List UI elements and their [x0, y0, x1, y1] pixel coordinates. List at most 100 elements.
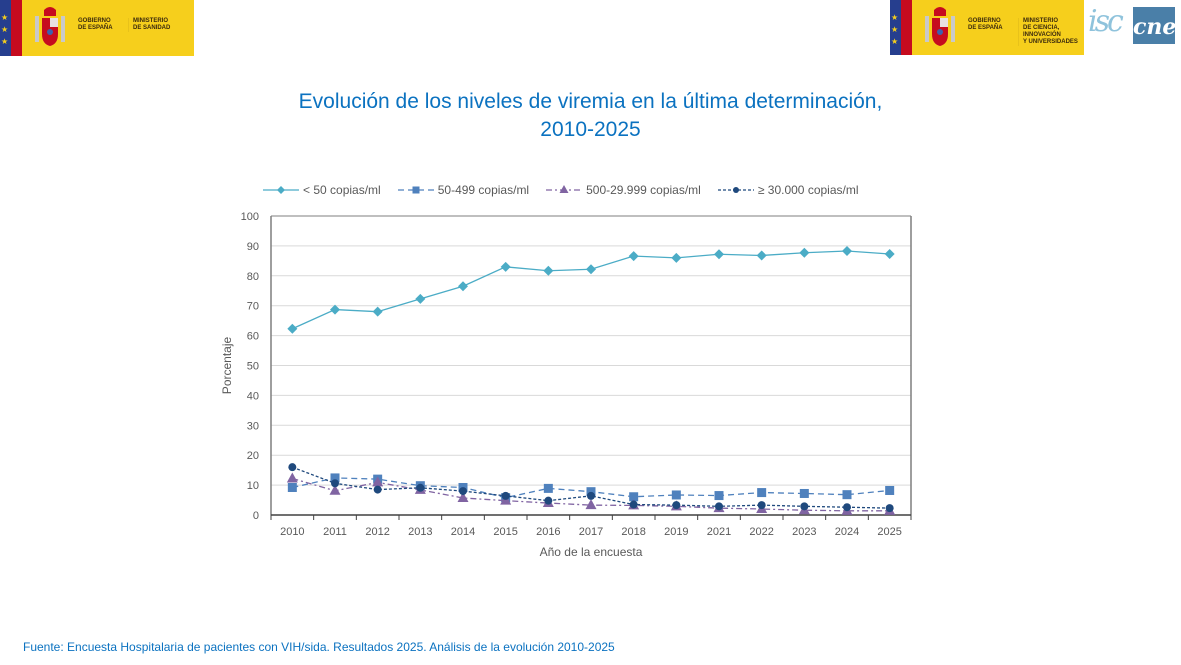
legend-label: 50-499 copias/ml: [437, 183, 530, 197]
data-point-series-2: [885, 485, 895, 495]
series-line-1: [292, 250, 890, 330]
data-point-series-1: [330, 304, 340, 315]
x-tick-label: 2025: [877, 526, 901, 538]
data-point-series-1: [714, 249, 724, 260]
data-point-series-1: [756, 250, 767, 261]
x-tick-label: 2013: [408, 526, 432, 538]
x-tick-label: 2011: [323, 526, 347, 538]
title-line-2: 2010-2025: [540, 118, 641, 141]
data-point-series-1: [543, 265, 554, 276]
flag-bar: ★ ★ ★: [0, 0, 22, 56]
data-point-series-1: [884, 248, 895, 259]
data-point-series-4: [715, 502, 723, 511]
data-point-series-2: [671, 490, 681, 500]
series-line-4: [292, 466, 890, 509]
y-tick-label: 20: [247, 450, 259, 462]
data-point-series-3: [286, 472, 298, 483]
series-line-3: [292, 477, 890, 512]
data-point-series-4: [373, 485, 382, 494]
data-point-series-1: [842, 245, 852, 256]
diamond-marker-icon: [263, 186, 299, 194]
cne-logo: cne: [1133, 7, 1176, 44]
x-tick-label: 2021: [707, 526, 731, 538]
data-point-series-2: [714, 491, 724, 501]
x-tick-label: 2014: [451, 526, 475, 538]
y-tick-label: 80: [247, 271, 259, 283]
data-point-series-3: [372, 476, 384, 487]
data-point-series-1: [628, 251, 639, 262]
data-point-series-4: [629, 500, 638, 509]
triangle-marker-icon: [546, 185, 583, 193]
data-point-series-2: [629, 492, 639, 502]
x-tick-label: 2023: [792, 526, 816, 538]
data-point-series-4: [757, 501, 766, 510]
y-tick-label: 90: [247, 241, 259, 253]
x-tick-label: 2017: [579, 526, 603, 538]
legend-item-3: 500-29.999 copias/ml: [545, 183, 701, 197]
y-tick-label: 50: [247, 361, 259, 373]
isc-logo: isc: [1088, 4, 1124, 39]
data-point-series-1: [372, 306, 383, 317]
data-point-series-1: [415, 293, 426, 304]
legend-label: < 50 copias/ml: [303, 183, 381, 197]
source-note: Fuente: Encuesta Hospitalaria de pacient…: [23, 640, 615, 654]
data-point-series-2: [757, 488, 767, 498]
data-point-series-1: [586, 264, 596, 275]
data-point-series-3: [329, 484, 341, 495]
x-tick-label: 2016: [536, 526, 560, 538]
data-point-series-4: [501, 491, 510, 500]
data-point-series-1: [458, 281, 468, 292]
data-point-series-3: [585, 499, 597, 510]
data-point-series-4: [331, 479, 339, 488]
flag-bar: ★ ★ ★: [890, 0, 912, 55]
x-tick-label: 2024: [835, 526, 859, 538]
data-point-series-4: [544, 496, 553, 505]
data-point-series-4: [885, 504, 894, 513]
data-point-series-1: [500, 261, 511, 272]
data-point-series-2: [586, 487, 596, 497]
x-tick-label: 2012: [365, 526, 389, 538]
y-axis-title: Porcentaje: [220, 336, 234, 394]
chart-legend: < 50 copias/ml 50-499 copias/ml 500-29.999…: [262, 183, 859, 197]
x-tick-label: 2010: [280, 526, 304, 538]
legend-label: 500-29.999 copias/ml: [586, 183, 701, 197]
coat-of-arms-icon: [35, 7, 65, 46]
x-tick-label: 2015: [493, 526, 517, 538]
x-tick-label: 2019: [664, 526, 688, 538]
legend-item-1: < 50 copias/ml: [262, 183, 381, 197]
y-tick-label: 10: [247, 480, 259, 492]
data-point-series-2: [799, 488, 809, 498]
data-point-series-4: [843, 503, 851, 512]
data-point-series-4: [288, 463, 297, 472]
x-tick-label: 2018: [621, 526, 645, 538]
x-tick-label: 2022: [749, 526, 773, 538]
data-point-series-2: [287, 482, 297, 492]
data-point-series-4: [587, 491, 595, 500]
gobierno-ministerio-ciencia-logo: ★ ★ ★ GOBIERNO DE ESPAÑA MINISTERIO DE CIENC…: [890, 0, 1084, 55]
data-point-series-1: [287, 323, 298, 334]
coat-of-arms-icon: [925, 7, 955, 46]
data-point-series-2: [842, 490, 852, 500]
legend-item-4: ≥ 30.000 copias/ml: [717, 183, 859, 197]
data-point-series-4: [416, 483, 425, 492]
data-point-series-4: [800, 502, 809, 511]
legend-item-2: 50-499 copias/ml: [397, 183, 529, 197]
data-point-series-1: [799, 247, 810, 258]
chart-title: Evolución de los niveles de viremia en l…: [0, 88, 1181, 144]
y-tick-label: 0: [253, 510, 259, 522]
y-tick-label: 100: [241, 211, 259, 223]
x-axis-title: Año de la encuesta: [540, 545, 643, 559]
data-point-series-4: [672, 501, 681, 510]
y-tick-label: 30: [247, 420, 259, 432]
y-tick-label: 40: [247, 390, 259, 402]
legend-label: ≥ 30.000 copias/ml: [757, 183, 859, 197]
data-point-series-1: [671, 252, 682, 263]
data-point-series-3: [457, 491, 469, 502]
data-point-series-2: [543, 483, 553, 493]
data-point-series-2: [330, 473, 340, 483]
data-point-series-4: [459, 487, 467, 496]
y-tick-label: 60: [247, 331, 259, 343]
title-line-1: Evolución de los niveles de viremia en l…: [298, 90, 883, 113]
y-tick-label: 70: [247, 301, 259, 313]
